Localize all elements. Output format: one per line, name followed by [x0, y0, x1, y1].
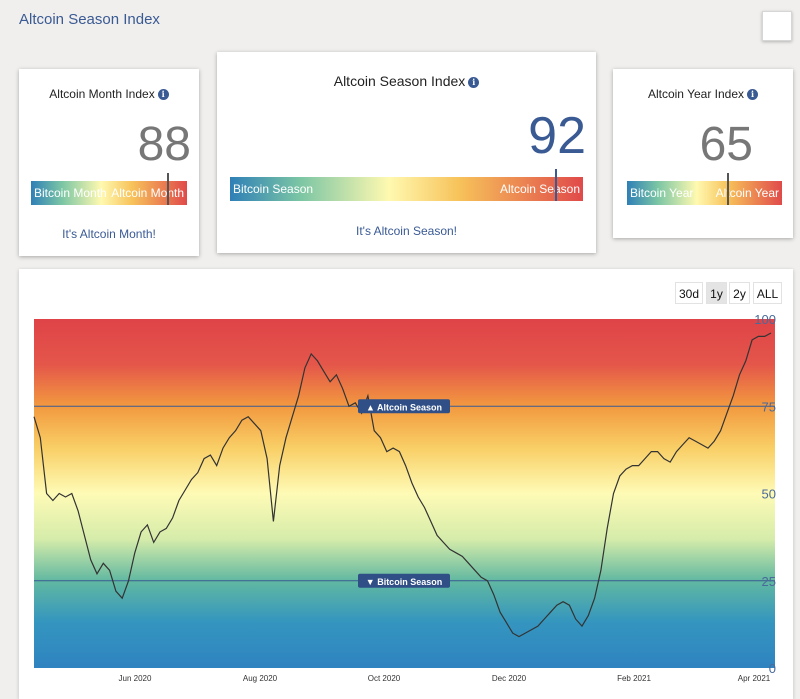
altcoin-season-card: Altcoin Season Index i 92 Bitcoin Season …	[217, 52, 596, 253]
x-tick-label: Jun 2020	[119, 674, 152, 683]
lower-threshold-label: ▼ Bitcoin Season	[366, 577, 442, 587]
page-title: Altcoin Season Index	[19, 11, 160, 28]
year-bar-marker	[727, 173, 729, 205]
season-title-text: Altcoin Season Index	[333, 73, 466, 89]
year-bar-left-label: Bitcoin Year	[630, 186, 694, 200]
season-status: It's Altcoin Season!	[355, 224, 457, 238]
range-2y-button[interactable]: 2y	[729, 282, 750, 304]
x-tick-label: Oct 2020	[368, 674, 401, 683]
menu-button[interactable]	[762, 11, 792, 41]
season-bar-left-label: Bitcoin Season	[233, 182, 314, 196]
x-tick-label: Aug 2020	[243, 674, 278, 683]
x-tick-label: Apr 2021	[738, 674, 771, 683]
series-line	[33, 332, 772, 638]
year-gradient-bar: Bitcoin Year Altcoin Year	[627, 173, 782, 205]
y-tick-label: 25	[762, 574, 776, 589]
chart-background	[34, 319, 775, 668]
info-icon[interactable]: i	[468, 77, 480, 88]
month-title-text: Altcoin Month Index	[49, 87, 155, 101]
altcoin-year-card: Altcoin Year Index i 65 Bitcoin Year Altc…	[613, 69, 793, 238]
month-index-value: 88	[137, 118, 191, 171]
month-bar-marker	[167, 173, 169, 205]
range-all-button[interactable]: ALL	[753, 282, 782, 304]
year-bar-right-label: Altcoin Year	[715, 186, 779, 200]
season-bar-marker	[555, 169, 557, 201]
x-tick-label: Feb 2021	[617, 674, 651, 683]
info-icon[interactable]: i	[157, 89, 169, 100]
x-tick-label: Dec 2020	[492, 674, 527, 683]
lower-threshold-label-box	[358, 573, 450, 588]
upper-threshold-label-box	[358, 399, 450, 414]
season-index-value: 92	[528, 107, 586, 165]
range-30d-button[interactable]: 30d	[675, 282, 703, 304]
y-tick-label: 0	[769, 661, 776, 676]
upper-threshold-label: ▲ Altcoin Season	[366, 402, 442, 412]
month-bar-right-label: Altcoin Month	[111, 186, 184, 200]
season-card-title: Altcoin Season Index i	[217, 73, 596, 89]
month-bar-left-label: Bitcoin Month	[34, 186, 107, 200]
y-tick-label: 50	[762, 487, 776, 502]
year-title-text: Altcoin Year Index	[647, 87, 745, 101]
month-status: It's Altcoin Month!	[62, 227, 156, 241]
y-tick-label: 100	[754, 312, 776, 327]
year-index-value: 65	[699, 118, 753, 171]
altcoin-month-card: Altcoin Month Index i 88 Bitcoin Month Al…	[19, 69, 199, 256]
season-bar-right-label: Altcoin Season	[499, 182, 580, 196]
month-card-title: Altcoin Month Index i	[19, 87, 199, 101]
season-gradient-bar: Bitcoin Season Altcoin Season	[230, 169, 583, 201]
year-card-title: Altcoin Year Index i	[613, 87, 793, 101]
y-tick-label: 75	[762, 399, 776, 414]
month-gradient-bar: Bitcoin Month Altcoin Month	[31, 173, 187, 205]
range-1y-button[interactable]: 1y	[706, 282, 727, 304]
info-icon[interactable]: i	[747, 89, 759, 100]
